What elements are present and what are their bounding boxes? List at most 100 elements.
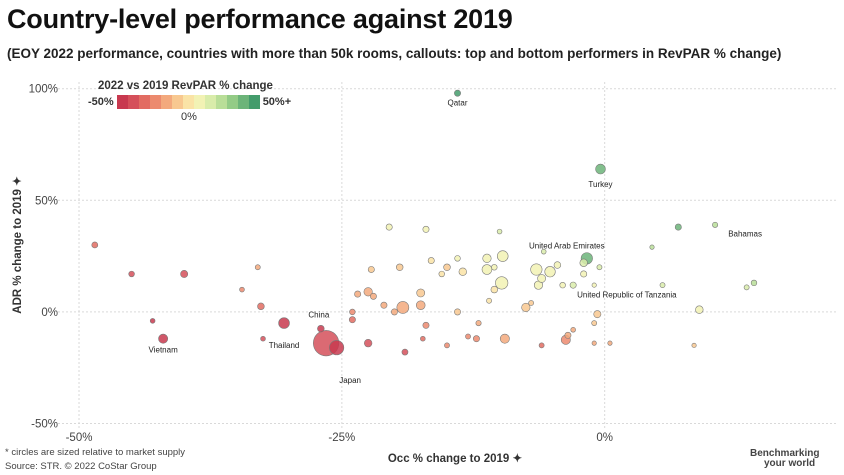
data-point [580, 270, 588, 278]
legend-mid-label: 0% [181, 111, 197, 123]
data-point [427, 257, 435, 265]
labels-layer: Japan Thailand China Vietnam Turkey Qatar Baha… [149, 98, 762, 385]
data-point [691, 342, 697, 348]
data-point [499, 333, 510, 344]
legend-swatch [171, 95, 183, 109]
data-point [750, 279, 758, 287]
legend-swatch [160, 95, 172, 109]
data-point [544, 266, 556, 278]
data-point [496, 250, 509, 262]
legend-min-label: -50% [88, 96, 114, 108]
data-point [329, 340, 345, 356]
data-point [438, 270, 445, 278]
data-point [260, 335, 266, 342]
point-china [317, 324, 325, 333]
data-point [254, 264, 261, 271]
legend-swatch [226, 95, 238, 109]
data-point [495, 276, 509, 290]
data-point [674, 223, 682, 231]
data-point [415, 300, 426, 310]
data-point [443, 263, 451, 271]
data-point [564, 331, 572, 339]
data-point [659, 282, 666, 288]
point-label: Thailand [269, 341, 300, 350]
brand-line-1: Benchmarking [750, 448, 820, 459]
data-point [607, 340, 613, 346]
data-point [695, 305, 704, 314]
grid-layer [58, 82, 836, 428]
data-point [540, 248, 547, 255]
data-point [422, 321, 430, 329]
legend-title: 2022 vs 2019 RevPAR % change [98, 80, 273, 92]
chart-subtitle: (EOY 2022 performance, countries with mo… [7, 46, 782, 61]
data-point [416, 288, 426, 298]
point-vietnam [158, 333, 169, 344]
y-tick-label: 0% [41, 307, 58, 319]
data-point [420, 335, 426, 342]
data-point [349, 308, 356, 316]
data-point [364, 339, 373, 348]
point-label: United Republic of Tanzania [577, 290, 677, 299]
y-tick-label: 50% [35, 195, 58, 207]
point-bahamas [712, 221, 719, 228]
point-qatar [454, 89, 461, 97]
data-point [482, 253, 492, 263]
point-thailand [278, 317, 290, 329]
data-point [444, 342, 450, 349]
data-point [454, 255, 461, 262]
data-point [369, 292, 377, 300]
brand-line-2: your world [764, 458, 816, 469]
data-point [528, 300, 534, 306]
data-point [239, 286, 245, 293]
data-point [553, 261, 562, 269]
data-point [559, 281, 566, 289]
data-point [149, 318, 156, 324]
y-tick-label: 100% [29, 84, 58, 96]
brand-logo: Benchmarking your world [750, 449, 819, 469]
x-tick-label: 0% [596, 432, 613, 444]
data-point [570, 327, 576, 333]
data-point [591, 282, 597, 288]
points-layer [91, 89, 758, 357]
point-turkey [595, 163, 606, 175]
data-point [743, 284, 750, 291]
data-point [401, 348, 409, 356]
data-point [579, 258, 588, 267]
data-point [363, 287, 373, 297]
point-label: Bahamas [728, 230, 762, 239]
data-point [91, 241, 99, 249]
point-united-republic-of-tanzania [569, 281, 577, 289]
y-axis-title: ADR % change to 2019 ✦ [12, 176, 24, 314]
data-point [475, 320, 482, 327]
data-point [422, 225, 430, 233]
legend-swatch [215, 95, 227, 109]
data-point [649, 244, 655, 250]
y-tick-label: -50% [31, 419, 58, 431]
point-label: Japan [339, 376, 361, 385]
point-label: Turkey [588, 180, 612, 189]
data-point [538, 342, 545, 349]
x-tick-label: -25% [328, 432, 355, 444]
point-label: United Arab Emirates [529, 242, 605, 251]
data-point [530, 263, 543, 276]
data-point [486, 297, 492, 304]
x-tick-label: -50% [66, 432, 93, 444]
data-point [481, 264, 493, 275]
data-point [593, 310, 602, 319]
legend-swatch [116, 95, 128, 109]
point-label: Qatar [448, 98, 468, 107]
legend-swatches [116, 95, 260, 109]
legend-swatch [204, 95, 216, 109]
legend-swatch [237, 95, 249, 109]
data-point [380, 301, 388, 309]
data-point [128, 270, 135, 278]
data-point [391, 308, 398, 316]
point-label: Vietnam [149, 345, 179, 354]
chart-title: Country-level performance against 2019 [7, 4, 513, 34]
data-point [591, 320, 598, 326]
legend-swatch [193, 95, 205, 109]
data-point [473, 335, 480, 343]
data-point [496, 228, 503, 235]
data-point [458, 267, 467, 276]
data-point [396, 301, 410, 314]
